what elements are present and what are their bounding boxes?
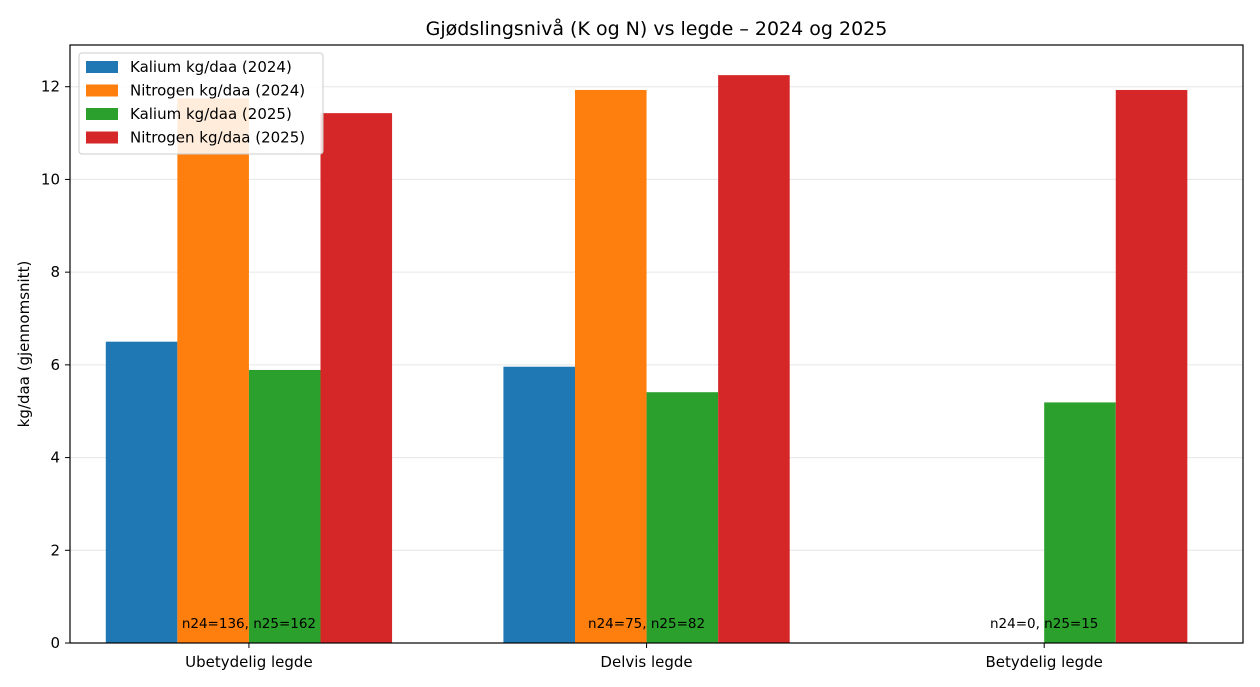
y-tick-label: 2 (50, 541, 60, 559)
axes (69, 44, 1244, 644)
bar-1-2 (503, 366, 575, 643)
x-tick-label: Ubetydelig legde (185, 653, 313, 671)
y-axis-label: kg/daa (gjennomsnitt) (15, 261, 33, 428)
bars (105, 75, 1188, 644)
bar-4-3 (1115, 89, 1188, 644)
y-tick-label: 8 (50, 263, 60, 281)
sample-size-label: n24=136, n25=162 (182, 616, 316, 632)
x-tick-label: Delvis legde (600, 653, 692, 671)
legend-swatch-2 (86, 84, 118, 97)
bar-2-2 (574, 89, 647, 644)
bar-3-1 (248, 369, 321, 643)
y-tick-label: 10 (41, 170, 60, 188)
sample-size-label: n24=0, n25=15 (990, 616, 1098, 632)
bar-2-1 (177, 98, 249, 644)
legend-label-1: Kalium kg/daa (2024) (130, 58, 292, 76)
x-tick-label: Betydelig legde (986, 653, 1103, 671)
legend-label-2: Nitrogen kg/daa (2024) (130, 82, 305, 100)
legend-label-3: Kalium kg/daa (2025) (130, 105, 292, 123)
chart-title: Gjødslingsnivå (K og N) vs legde – 2024 … (426, 17, 888, 40)
bar-1-1 (105, 341, 178, 643)
legend-label-4: Nitrogen kg/daa (2025) (130, 129, 305, 147)
bar-3-2 (646, 392, 719, 643)
legend-box (78, 52, 324, 155)
legend-swatch-4 (86, 131, 118, 144)
y-tick-label: 6 (50, 356, 60, 374)
y-tick-label: 0 (50, 634, 60, 652)
sample-size-annotations: n24=136, n25=162 n24=75, n25=82 n24=0, n25… (182, 616, 1099, 632)
y-ticks: 0 2 4 6 8 10 12 (41, 78, 70, 652)
legend: Kalium kg/daa (2024) Nitrogen kg/daa (202… (78, 52, 324, 155)
x-ticks: Ubetydelig legde Delvis legde Betydelig le… (185, 643, 1103, 671)
y-tick-label: 4 (50, 449, 60, 467)
plot-frame (69, 44, 1244, 644)
y-tick-label: 12 (41, 78, 60, 96)
bar-3-3 (1044, 402, 1116, 643)
legend-swatch-3 (86, 108, 118, 120)
bar-4-1 (320, 113, 393, 644)
bar-4-2 (718, 75, 790, 644)
sample-size-label: n24=75, n25=82 (588, 616, 705, 632)
legend-swatch-1 (86, 61, 118, 73)
